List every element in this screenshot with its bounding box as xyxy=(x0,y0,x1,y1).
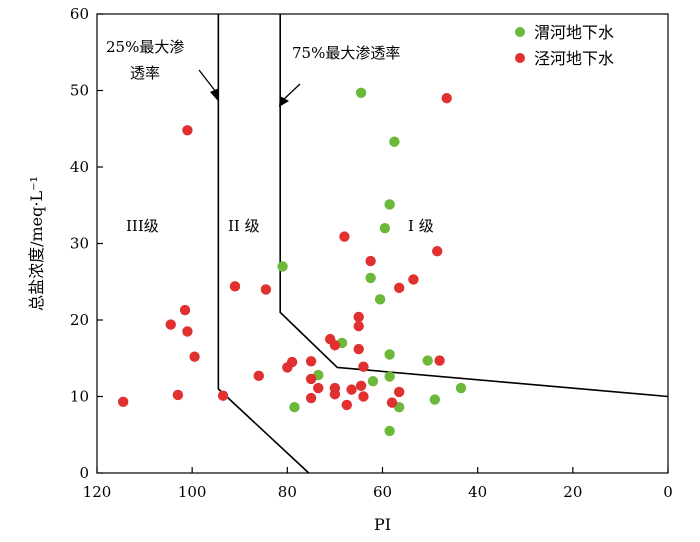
point-jinghe xyxy=(353,343,364,355)
region-label-class-1: I 级 xyxy=(408,217,434,235)
point-jinghe xyxy=(355,380,367,391)
data-points xyxy=(117,87,467,437)
legend-label-jinghe: 泾河地下水 xyxy=(534,49,614,68)
point-jinghe xyxy=(441,92,452,104)
boundary-line-25pct xyxy=(217,14,310,474)
annotation-25pct-line2: 透率 xyxy=(130,64,160,82)
y-tick-label: 50 xyxy=(70,82,89,100)
point-weihe xyxy=(422,355,433,366)
annotation-arrowhead-25pct xyxy=(210,88,219,101)
point-jinghe xyxy=(172,389,184,401)
point-weihe xyxy=(384,371,395,382)
point-jinghe xyxy=(353,320,364,332)
y-axis-title: 总盐浓度/meq·L⁻¹ xyxy=(27,176,46,311)
point-jinghe xyxy=(305,356,317,367)
x-axis-ticks: 120 100 80 60 40 20 0 xyxy=(83,467,673,501)
point-jinghe xyxy=(346,384,357,395)
y-tick-label: 40 xyxy=(70,158,89,176)
point-jinghe xyxy=(179,304,191,316)
point-jinghe xyxy=(329,389,341,400)
point-jinghe xyxy=(353,311,364,323)
point-jinghe xyxy=(305,373,317,385)
annotation-arrow-25pct xyxy=(198,69,217,93)
point-jinghe xyxy=(165,319,176,330)
point-jinghe xyxy=(432,245,443,257)
point-weihe xyxy=(384,349,395,360)
point-weihe xyxy=(365,272,376,284)
y-tick-label: 10 xyxy=(70,388,89,406)
point-jinghe xyxy=(339,231,350,242)
x-tick-label: 0 xyxy=(663,483,673,501)
point-jinghe xyxy=(189,351,200,362)
point-jinghe xyxy=(393,282,405,294)
x-tick-label: 60 xyxy=(373,483,392,501)
annotation-arrowhead-75pct xyxy=(279,96,289,107)
region-label-class-2: II 级 xyxy=(228,217,260,235)
x-tick-label: 20 xyxy=(563,483,582,501)
x-axis-title: PI xyxy=(374,515,391,534)
point-jinghe xyxy=(393,386,405,398)
point-weihe xyxy=(429,394,441,405)
point-jinghe xyxy=(182,125,193,136)
y-tick-label: 0 xyxy=(79,464,89,482)
x-tick-label: 120 xyxy=(83,483,112,501)
point-weihe xyxy=(374,294,386,305)
point-weihe xyxy=(455,382,467,394)
annotation-arrow-75pct xyxy=(282,83,301,101)
point-jinghe xyxy=(408,274,419,285)
point-jinghe xyxy=(117,396,129,408)
point-weihe xyxy=(289,402,300,413)
point-weihe xyxy=(384,199,395,210)
annotation-75pct: 75%最大渗透率 xyxy=(292,44,400,62)
point-jinghe xyxy=(260,284,272,295)
legend-label-weihe: 渭河地下水 xyxy=(534,23,614,42)
point-jinghe xyxy=(434,355,445,366)
point-weihe xyxy=(277,261,288,272)
legend-marker-weihe xyxy=(515,27,525,37)
point-jinghe xyxy=(313,382,324,394)
point-jinghe xyxy=(182,326,193,337)
x-tick-label: 40 xyxy=(468,483,487,501)
point-jinghe xyxy=(358,361,369,372)
annotation-25pct-line1: 25%最大渗 xyxy=(106,38,184,56)
y-tick-label: 30 xyxy=(70,235,89,253)
point-weihe xyxy=(355,87,367,98)
y-tick-label: 20 xyxy=(70,311,89,329)
x-tick-label: 100 xyxy=(178,483,207,501)
point-jinghe xyxy=(282,362,293,373)
point-weihe xyxy=(389,136,400,147)
point-jinghe xyxy=(358,391,369,402)
point-jinghe xyxy=(329,340,341,351)
point-jinghe xyxy=(365,255,376,267)
point-weihe xyxy=(384,425,395,437)
point-jinghe xyxy=(386,397,398,408)
legend: 渭河地下水 泾河地下水 xyxy=(515,23,614,68)
x-tick-label: 80 xyxy=(278,483,297,501)
point-jinghe xyxy=(253,370,264,382)
boundary-line-75pct xyxy=(279,14,669,398)
point-jinghe xyxy=(217,390,229,401)
y-tick-label: 60 xyxy=(70,5,89,23)
plot-frame xyxy=(96,13,669,474)
y-axis-ticks: 0 10 20 30 40 50 60 xyxy=(70,5,103,482)
region-label-class-3: III级 xyxy=(126,217,159,235)
point-jinghe xyxy=(341,399,353,411)
legend-marker-jinghe xyxy=(515,53,525,63)
point-weihe xyxy=(379,223,391,234)
point-jinghe xyxy=(305,392,317,404)
point-weihe xyxy=(367,376,379,387)
point-jinghe xyxy=(229,281,241,292)
